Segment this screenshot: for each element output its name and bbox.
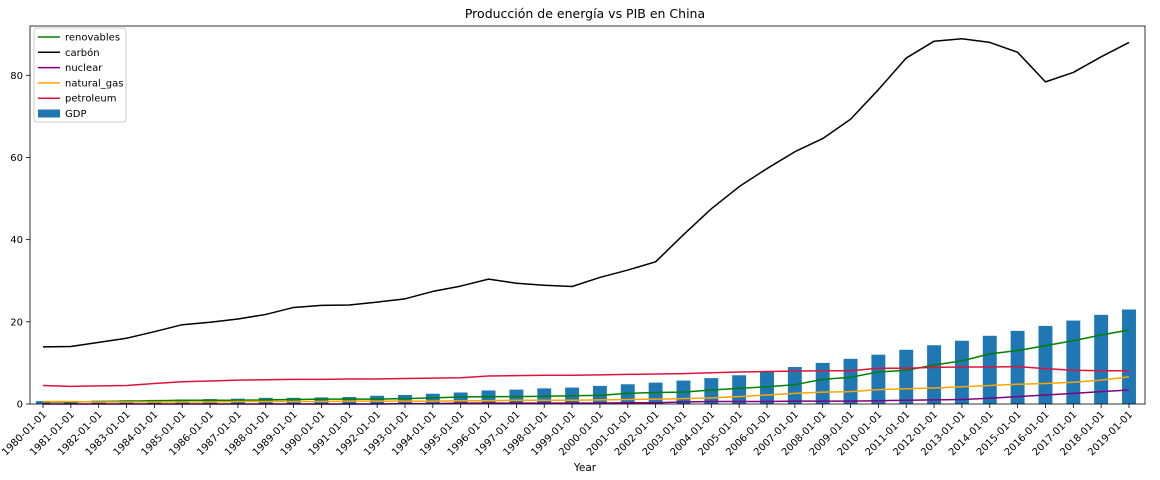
gdp-bar [982,335,997,404]
gdp-bar [425,393,440,404]
gdp-bar [1038,325,1053,404]
series-line-carbón [42,37,1130,348]
series-line-natural_gas [43,376,1130,403]
y-axis: 0 20 40 60 80 [10,71,30,411]
gdp-bar [899,349,914,404]
gdp-bar [314,397,329,404]
plot-frame [29,25,1146,405]
gdp-bar [370,395,385,404]
y-tick-label: 60 [10,153,23,164]
gdp-bar [453,392,468,404]
gdp-bar [927,345,942,404]
legend-label-natural_gas: natural_gas [65,78,123,89]
y-tick-label: 40 [10,235,23,246]
legend-swatch-gdp [38,109,60,118]
series-line-petroleum [42,365,1129,388]
gdp-bar [871,354,886,404]
gdp-bar [1066,320,1081,404]
y-tick-label: 80 [10,71,23,82]
legend: renovables carbón nuclear natural_gaspetrol… [33,27,127,123]
series-line-renovables [43,329,1130,403]
gdp-bar [398,394,412,404]
y-tick-label: 0 [17,400,23,411]
legend-label-gdp: GDP [65,109,86,120]
legend-label-renovables: renovables [65,33,120,44]
gdp-bar [1122,309,1136,404]
gdp-bar [843,358,858,404]
gdp-bar [732,375,747,404]
gdp-bar [815,362,830,404]
legend-label-petroleum: petroleum [65,94,116,105]
legend-label-carbón: carbón [65,47,100,59]
x-axis-label: Year [573,462,597,474]
gdp-bar [954,340,969,404]
x-axis: 1980-01-011981-01-011982-01-011983-01-01… [0,404,1135,458]
gdp-bar [787,367,802,404]
gdp-bar [1094,314,1109,404]
y-tick-label: 20 [10,317,23,328]
gdp-bar [1010,330,1025,404]
legend-label-nuclear: nuclear [65,63,103,74]
chart-title: Producción de energía vs PIB en China [465,6,705,21]
